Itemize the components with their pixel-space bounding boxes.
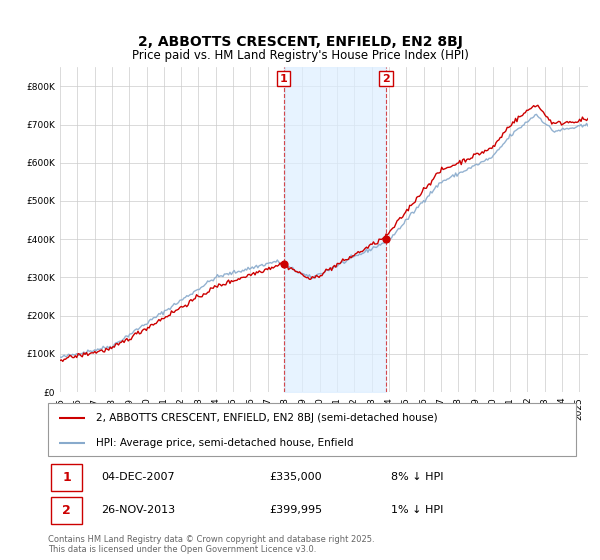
Point [381, 235, 391, 244]
Text: 8% ↓ HPI: 8% ↓ HPI [391, 473, 444, 482]
Text: £335,000: £335,000 [270, 473, 322, 482]
FancyBboxPatch shape [50, 464, 82, 491]
Text: 1: 1 [280, 74, 287, 83]
Text: 2: 2 [62, 504, 71, 517]
Text: 1: 1 [62, 471, 71, 484]
Text: 1% ↓ HPI: 1% ↓ HPI [391, 505, 443, 515]
Text: HPI: Average price, semi-detached house, Enfield: HPI: Average price, semi-detached house,… [95, 438, 353, 448]
Text: Price paid vs. HM Land Registry's House Price Index (HPI): Price paid vs. HM Land Registry's House … [131, 49, 469, 63]
Point [279, 259, 289, 268]
Text: 26-NOV-2013: 26-NOV-2013 [101, 505, 175, 515]
Text: 2, ABBOTTS CRESCENT, ENFIELD, EN2 8BJ: 2, ABBOTTS CRESCENT, ENFIELD, EN2 8BJ [137, 35, 463, 49]
Text: 04-DEC-2007: 04-DEC-2007 [101, 473, 175, 482]
Text: 2, ABBOTTS CRESCENT, ENFIELD, EN2 8BJ (semi-detached house): 2, ABBOTTS CRESCENT, ENFIELD, EN2 8BJ (s… [95, 413, 437, 423]
Text: £399,995: £399,995 [270, 505, 323, 515]
Text: Contains HM Land Registry data © Crown copyright and database right 2025.
This d: Contains HM Land Registry data © Crown c… [48, 535, 374, 554]
Text: 2: 2 [382, 74, 390, 83]
FancyBboxPatch shape [50, 497, 82, 524]
FancyBboxPatch shape [48, 403, 576, 456]
